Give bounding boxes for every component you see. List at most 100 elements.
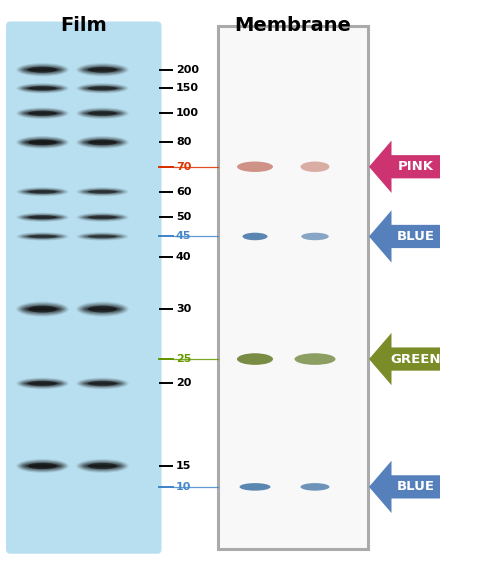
Ellipse shape bbox=[78, 137, 127, 148]
Ellipse shape bbox=[76, 63, 129, 77]
Ellipse shape bbox=[18, 378, 67, 389]
Ellipse shape bbox=[24, 140, 60, 145]
Ellipse shape bbox=[16, 107, 69, 119]
Ellipse shape bbox=[76, 302, 129, 317]
Ellipse shape bbox=[80, 233, 126, 240]
Ellipse shape bbox=[83, 66, 122, 73]
Ellipse shape bbox=[86, 216, 119, 218]
Ellipse shape bbox=[83, 110, 122, 116]
Ellipse shape bbox=[20, 109, 66, 118]
Text: 200: 200 bbox=[176, 64, 199, 75]
Ellipse shape bbox=[26, 216, 59, 218]
Ellipse shape bbox=[18, 460, 67, 472]
Text: 50: 50 bbox=[176, 212, 191, 223]
Ellipse shape bbox=[24, 235, 60, 238]
Ellipse shape bbox=[16, 63, 69, 77]
Text: 40: 40 bbox=[176, 252, 192, 262]
Ellipse shape bbox=[24, 67, 60, 72]
Polygon shape bbox=[369, 141, 440, 193]
Ellipse shape bbox=[86, 307, 119, 311]
Ellipse shape bbox=[81, 380, 124, 387]
Ellipse shape bbox=[88, 111, 117, 116]
Text: 20: 20 bbox=[176, 378, 192, 389]
Ellipse shape bbox=[21, 461, 64, 471]
Ellipse shape bbox=[76, 213, 129, 222]
Ellipse shape bbox=[28, 463, 57, 469]
Ellipse shape bbox=[18, 232, 67, 241]
Ellipse shape bbox=[28, 465, 58, 467]
Ellipse shape bbox=[21, 138, 64, 146]
FancyBboxPatch shape bbox=[218, 26, 368, 549]
Ellipse shape bbox=[26, 68, 59, 71]
Ellipse shape bbox=[16, 302, 69, 317]
Ellipse shape bbox=[81, 138, 124, 146]
Ellipse shape bbox=[28, 306, 57, 313]
Ellipse shape bbox=[16, 459, 69, 473]
Ellipse shape bbox=[28, 383, 58, 384]
Ellipse shape bbox=[86, 68, 119, 71]
Ellipse shape bbox=[300, 162, 330, 172]
Ellipse shape bbox=[78, 64, 127, 76]
Ellipse shape bbox=[83, 381, 122, 386]
Ellipse shape bbox=[78, 213, 127, 221]
Ellipse shape bbox=[28, 111, 57, 116]
Ellipse shape bbox=[28, 217, 58, 218]
Ellipse shape bbox=[78, 460, 127, 472]
Ellipse shape bbox=[20, 461, 66, 471]
Ellipse shape bbox=[83, 462, 122, 469]
Ellipse shape bbox=[78, 378, 127, 389]
Ellipse shape bbox=[84, 235, 120, 238]
Ellipse shape bbox=[84, 190, 120, 193]
Ellipse shape bbox=[76, 83, 129, 94]
Ellipse shape bbox=[24, 464, 60, 468]
Text: 30: 30 bbox=[176, 304, 191, 314]
Ellipse shape bbox=[88, 113, 118, 114]
Ellipse shape bbox=[18, 108, 67, 119]
Ellipse shape bbox=[80, 379, 126, 388]
Ellipse shape bbox=[28, 236, 58, 237]
Ellipse shape bbox=[84, 306, 120, 312]
Ellipse shape bbox=[18, 188, 67, 196]
Ellipse shape bbox=[88, 217, 118, 218]
Ellipse shape bbox=[237, 353, 273, 365]
Ellipse shape bbox=[23, 86, 62, 91]
Ellipse shape bbox=[76, 232, 129, 241]
Ellipse shape bbox=[23, 215, 62, 220]
Ellipse shape bbox=[76, 459, 129, 473]
Ellipse shape bbox=[28, 86, 57, 91]
Ellipse shape bbox=[23, 110, 62, 116]
Ellipse shape bbox=[88, 381, 117, 386]
Ellipse shape bbox=[88, 465, 118, 467]
Ellipse shape bbox=[23, 189, 62, 194]
Polygon shape bbox=[369, 461, 440, 513]
Ellipse shape bbox=[20, 188, 66, 195]
Text: 150: 150 bbox=[176, 83, 199, 94]
Ellipse shape bbox=[21, 234, 64, 239]
Ellipse shape bbox=[21, 85, 64, 92]
Ellipse shape bbox=[80, 64, 126, 75]
Ellipse shape bbox=[301, 233, 329, 241]
Ellipse shape bbox=[18, 303, 67, 315]
Ellipse shape bbox=[21, 214, 64, 220]
Ellipse shape bbox=[28, 189, 57, 194]
Ellipse shape bbox=[18, 137, 67, 148]
Ellipse shape bbox=[83, 306, 122, 313]
Ellipse shape bbox=[78, 303, 127, 315]
Ellipse shape bbox=[21, 304, 64, 314]
Ellipse shape bbox=[20, 303, 66, 315]
Ellipse shape bbox=[88, 236, 118, 237]
Ellipse shape bbox=[18, 84, 67, 93]
Ellipse shape bbox=[26, 307, 59, 311]
Ellipse shape bbox=[88, 308, 118, 310]
Ellipse shape bbox=[24, 306, 60, 312]
Ellipse shape bbox=[20, 379, 66, 388]
Ellipse shape bbox=[23, 66, 62, 73]
Ellipse shape bbox=[84, 464, 120, 468]
Ellipse shape bbox=[23, 306, 62, 313]
Ellipse shape bbox=[88, 235, 117, 238]
Ellipse shape bbox=[86, 112, 119, 115]
Ellipse shape bbox=[237, 162, 273, 172]
Ellipse shape bbox=[88, 69, 118, 70]
Ellipse shape bbox=[21, 110, 64, 117]
Ellipse shape bbox=[83, 189, 122, 194]
